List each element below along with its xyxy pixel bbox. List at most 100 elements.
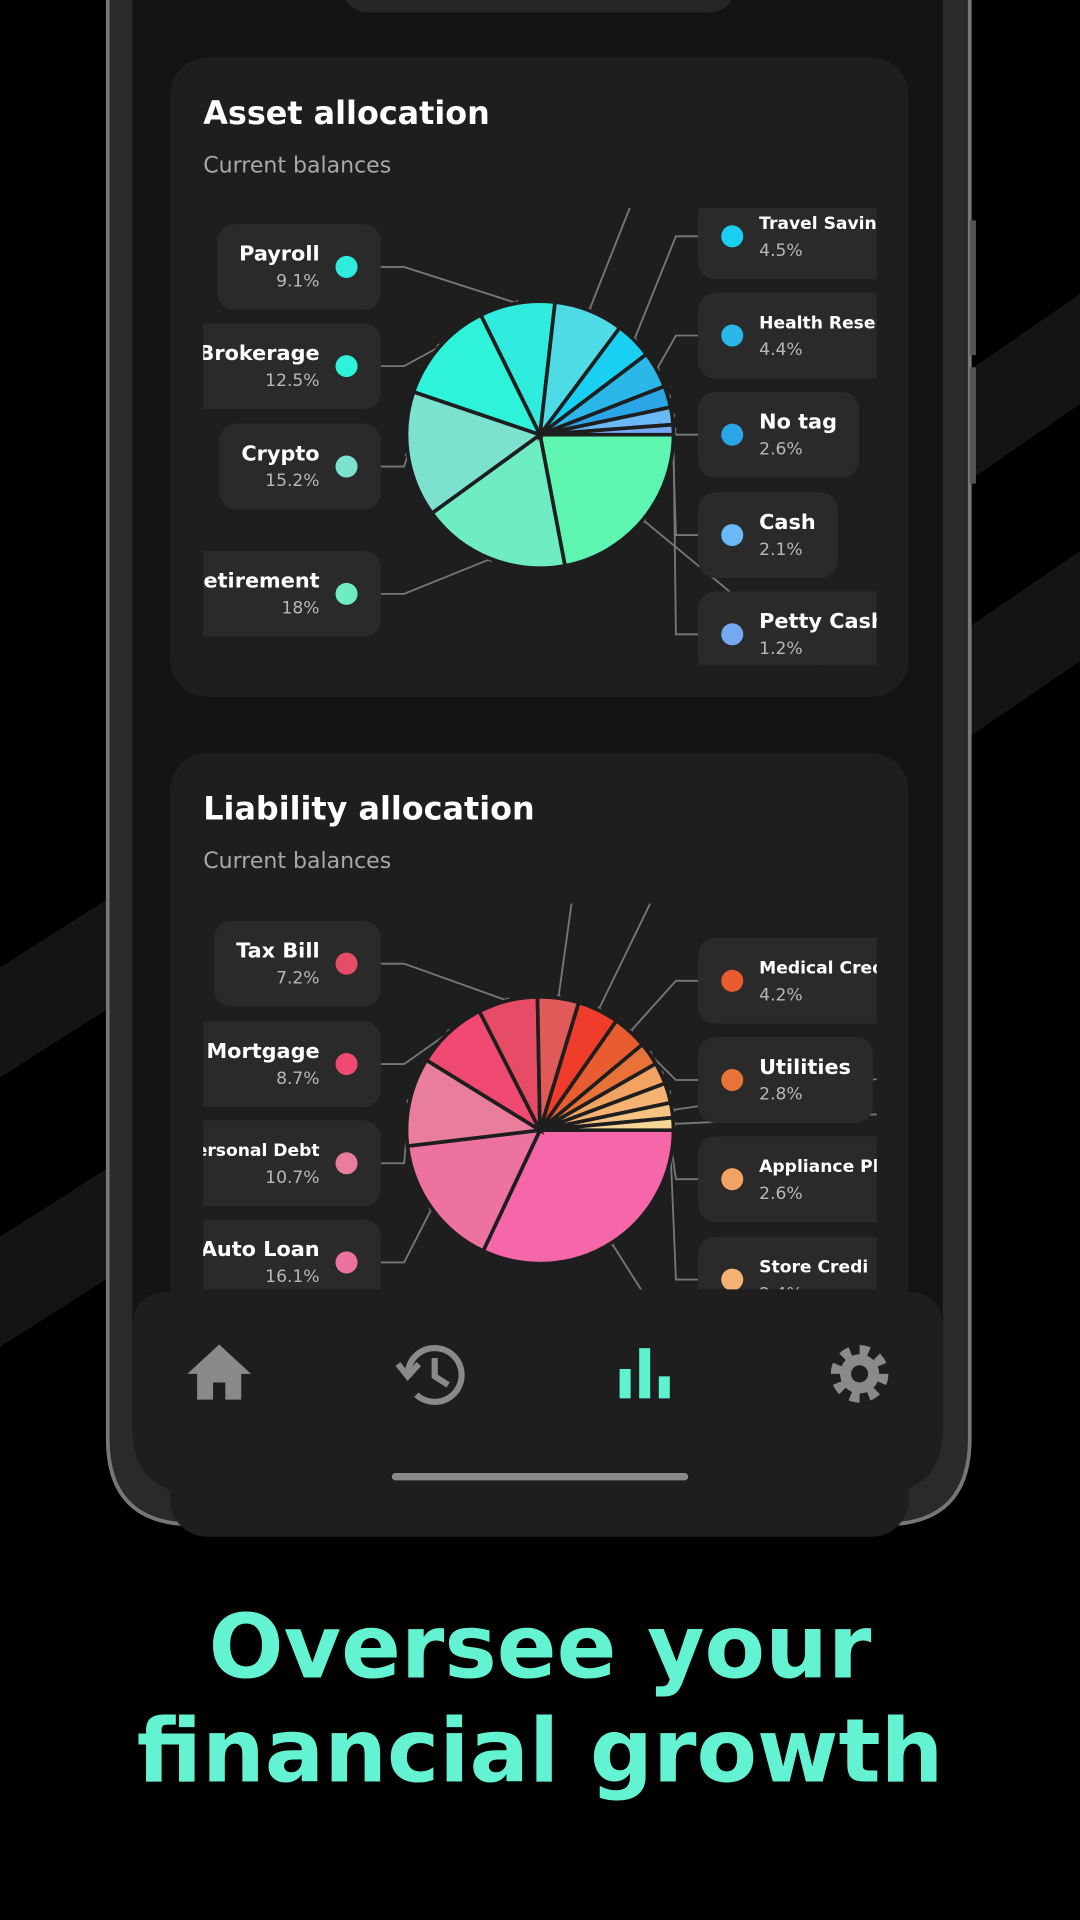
- legend-value: 2.6%: [759, 1184, 803, 1204]
- pie-slice: [429, 431, 568, 570]
- legend-label: Health Reserv: [759, 313, 895, 333]
- legend-label: Store Credi: [759, 1257, 868, 1277]
- chip-background: [214, 920, 381, 1007]
- chip-background: [697, 591, 877, 665]
- top-pill: [346, 0, 732, 13]
- legend-value: 2.4%: [759, 1284, 803, 1304]
- legend-dot: [335, 455, 358, 478]
- legend-dot: [335, 1251, 358, 1274]
- stats-icon[interactable]: [619, 1348, 670, 1399]
- slices: [404, 299, 676, 570]
- chip-background: [697, 391, 860, 478]
- chip-background: [697, 208, 877, 280]
- stats-bar: [639, 1348, 651, 1399]
- legend-dot: [721, 225, 744, 248]
- settings-icon[interactable]: [830, 1345, 889, 1403]
- leader-line: [380, 1207, 433, 1264]
- legend-label: Travel Saving: [759, 214, 889, 234]
- legend-chip: Store Credi 2.4%: [697, 1236, 877, 1304]
- legend-value: 4.4%: [759, 340, 803, 360]
- legend-dot: [335, 1053, 358, 1076]
- legend-value: 2.8%: [759, 1085, 803, 1105]
- card-subtitle: Current balances: [203, 154, 391, 179]
- chip-background: [203, 1219, 381, 1290]
- legend-label: Utilities: [759, 1055, 851, 1079]
- legend-label: Auto Loan: [201, 1237, 320, 1261]
- legend-dot: [335, 952, 358, 975]
- legend-value: 16.1%: [265, 1267, 319, 1287]
- home-indicator: [391, 1473, 689, 1481]
- leader-line: [557, 903, 573, 999]
- tagline: financial growth: [137, 1700, 944, 1803]
- legend-dot: [335, 355, 358, 378]
- legend-value: 15.2%: [265, 471, 319, 491]
- card-title: Asset allocation: [203, 94, 490, 132]
- legend-value: 8.7%: [276, 1069, 320, 1089]
- legend-chip: Travel Saving 4.5%: [697, 208, 889, 280]
- pie-slice: [539, 422, 676, 437]
- legend-value: 7.2%: [276, 968, 320, 988]
- legend-label: Petty Cash: [759, 609, 886, 633]
- legend-chip: Brokerage 12.5%: [199, 323, 381, 409]
- legend-chip: Petty Cash 1.2%: [697, 591, 886, 665]
- leader-line: [648, 1053, 698, 1081]
- leader-line: [380, 962, 508, 1002]
- legend-dot: [335, 582, 358, 605]
- legend-label: Mortgage: [206, 1039, 319, 1063]
- leader-line: [380, 345, 441, 368]
- gear-teeth: [830, 1345, 889, 1403]
- legend-dot: [721, 623, 744, 646]
- pie-chart: Retirement 18% Crypto 15.2% Brokerage 12.5% Pa…: [188, 208, 895, 665]
- card-title: Liability allocation: [203, 790, 534, 828]
- chip-background: [697, 1136, 877, 1223]
- leader-line: [380, 557, 492, 595]
- legend-value: 18%: [282, 599, 320, 619]
- legend-value: 2.6%: [759, 439, 803, 459]
- legend-value: 2.1%: [759, 540, 803, 560]
- slices: [404, 994, 676, 1266]
- pie-slice: [405, 1127, 544, 1254]
- legend-label: ersonal Debt: [196, 1141, 320, 1161]
- legend-label: Retirement: [188, 569, 320, 593]
- chips: Auto Loan 16.1% ersonal Debt 10.7% Mortgage 8…: [196, 920, 884, 1304]
- legend-chip: Crypto 15.2%: [219, 423, 381, 510]
- chips: Retirement 18% Crypto 15.2% Brokerage 12.5% Pa…: [188, 208, 895, 665]
- history-icon[interactable]: [395, 1345, 465, 1405]
- legend-chip: Appliance Pla 2.6%: [697, 1136, 877, 1223]
- legend-label: Medical Cred: [759, 959, 884, 979]
- legend-chip: Mortgage 8.7%: [203, 1021, 381, 1107]
- leader-line: [380, 1031, 451, 1065]
- chip-background: [219, 423, 381, 510]
- stripe: [0, 1151, 135, 1347]
- pie-slice: [539, 1115, 676, 1133]
- leader-line: [633, 235, 698, 341]
- legend-dot: [721, 1068, 744, 1092]
- pie-slice: [404, 1057, 546, 1149]
- pie-chart: Auto Loan 16.1% ersonal Debt 10.7% Mortgage 8…: [196, 903, 884, 1304]
- legend-chip: Retirement 18%: [188, 551, 381, 637]
- home-shape: [187, 1344, 252, 1400]
- pie-slice: [411, 312, 544, 438]
- stripe: [0, 881, 135, 1078]
- history-hands: [431, 1357, 450, 1388]
- legend-chip: Payroll 9.1%: [217, 224, 381, 310]
- leader-line: [672, 429, 698, 636]
- legend-label: Crypto: [241, 441, 319, 465]
- chip-background: [697, 492, 838, 578]
- legend-chip: Cash 2.1%: [697, 492, 838, 578]
- legend-dot: [335, 255, 358, 278]
- home-icon[interactable]: [187, 1344, 252, 1400]
- history-arrow: [395, 1362, 422, 1382]
- legend-chip: Tax Bill 7.2%: [214, 920, 381, 1007]
- legend-dot: [721, 1268, 744, 1290]
- chip-background: [203, 551, 381, 637]
- legend-value: 10.7%: [265, 1168, 319, 1188]
- legend-chip: Utilities 2.8%: [697, 1037, 874, 1123]
- leader-line: [610, 1242, 643, 1290]
- tagline: Oversee your: [209, 1595, 872, 1698]
- leader-line: [597, 903, 652, 1011]
- gear-hole: [851, 1365, 869, 1383]
- chip-background: [203, 1120, 381, 1207]
- legend-label: Brokerage: [199, 341, 320, 365]
